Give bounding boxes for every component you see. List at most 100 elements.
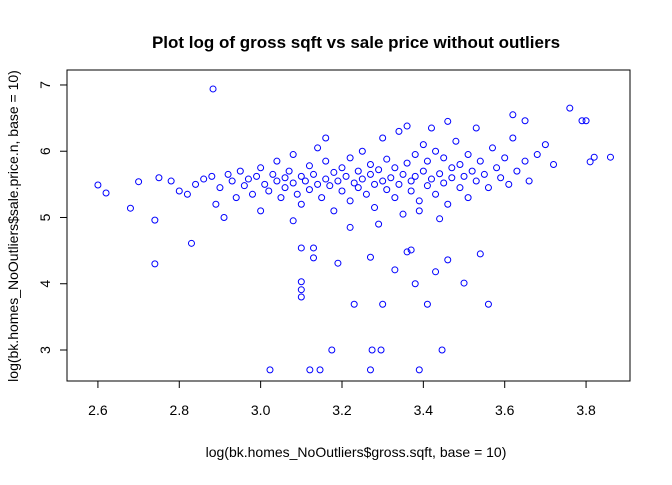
x-tick-label: 3.6: [495, 402, 515, 418]
point: [334, 259, 342, 267]
point: [240, 182, 248, 190]
x-tick-label: 3.2: [332, 402, 352, 418]
x-tick-label: 3.4: [414, 402, 434, 418]
point: [541, 141, 549, 149]
point: [379, 134, 387, 142]
point: [407, 187, 415, 195]
point: [322, 134, 330, 142]
point: [220, 213, 228, 221]
point: [224, 170, 232, 178]
point: [253, 172, 261, 180]
point: [379, 300, 387, 308]
y-tick-label: 6: [37, 147, 53, 155]
point: [440, 154, 448, 162]
point: [269, 170, 277, 178]
point: [126, 204, 134, 212]
point: [432, 268, 440, 276]
point: [440, 179, 448, 187]
point: [387, 174, 395, 182]
point: [521, 117, 529, 125]
point: [289, 179, 297, 187]
point: [102, 189, 110, 197]
point: [371, 204, 379, 212]
point: [297, 200, 305, 208]
point: [358, 175, 366, 183]
point: [438, 346, 446, 354]
point: [509, 111, 517, 119]
point: [521, 157, 529, 165]
point: [281, 184, 289, 192]
point: [379, 177, 387, 185]
point: [395, 127, 403, 135]
point: [423, 182, 431, 190]
point: [550, 160, 558, 168]
point: [314, 180, 322, 188]
plot-box: [66, 69, 631, 382]
point: [480, 170, 488, 178]
point: [289, 151, 297, 159]
point: [192, 180, 200, 188]
point: [403, 248, 411, 256]
point: [460, 172, 468, 180]
point: [346, 197, 354, 205]
point: [368, 346, 376, 354]
point: [151, 260, 159, 268]
point: [415, 207, 423, 215]
y-axis-label: log(bk.homes_NoOutliers$sale.price.n, ba…: [5, 70, 21, 382]
point: [350, 179, 358, 187]
point: [509, 134, 517, 142]
y-tick-label: 3: [37, 346, 53, 354]
point: [375, 220, 383, 228]
point: [358, 147, 366, 155]
point: [208, 172, 216, 180]
point: [362, 190, 370, 198]
point: [244, 175, 252, 183]
point: [419, 167, 427, 175]
point: [318, 194, 326, 202]
point: [322, 157, 330, 165]
point: [293, 190, 301, 198]
point: [391, 266, 399, 274]
chart-title: Plot log of gross sqft vs sale price wit…: [152, 33, 560, 52]
point: [403, 159, 411, 167]
point: [578, 117, 586, 125]
point: [464, 194, 472, 202]
point: [377, 346, 385, 354]
point: [566, 104, 574, 112]
point: [209, 85, 217, 93]
point: [330, 168, 338, 176]
point: [297, 278, 305, 286]
point: [395, 180, 403, 188]
point: [411, 172, 419, 180]
point: [346, 154, 354, 162]
point: [261, 180, 269, 188]
point: [305, 162, 313, 170]
point: [432, 147, 440, 155]
point: [456, 184, 464, 192]
point: [328, 346, 336, 354]
point: [285, 167, 293, 175]
x-tick-label: 3.8: [576, 402, 596, 418]
point: [297, 244, 305, 252]
point: [257, 164, 265, 172]
point: [342, 172, 350, 180]
point: [338, 164, 346, 172]
point: [175, 187, 183, 195]
point: [151, 216, 159, 224]
x-tick-label: 2.6: [88, 402, 108, 418]
point: [306, 366, 314, 374]
point: [297, 293, 305, 301]
point: [94, 181, 102, 189]
point: [338, 187, 346, 195]
point: [366, 366, 374, 374]
point: [266, 366, 274, 374]
point: [427, 124, 435, 132]
point: [155, 174, 163, 182]
point: [301, 177, 309, 185]
point: [399, 170, 407, 178]
point: [423, 157, 431, 165]
point: [582, 117, 590, 125]
point: [326, 182, 334, 190]
point: [314, 144, 322, 152]
